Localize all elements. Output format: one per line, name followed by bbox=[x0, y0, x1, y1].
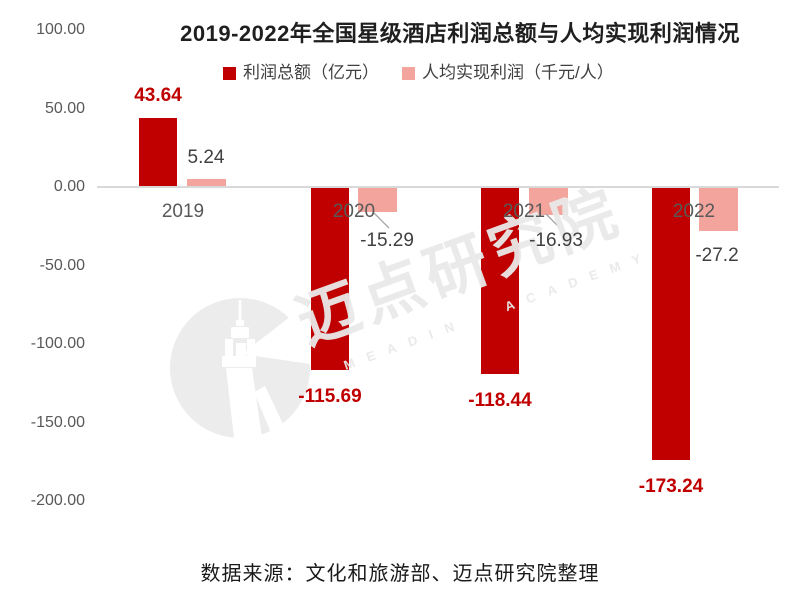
per-capita-bar-2019 bbox=[187, 179, 226, 187]
legend-item-profit-total: 利润总额（亿元） bbox=[223, 63, 379, 83]
category-label-2022: 2022 bbox=[672, 201, 716, 222]
per-capita-value-label-2020: -15.29 bbox=[360, 230, 414, 251]
per-capita-bar-2020 bbox=[358, 188, 397, 212]
data-label-leader-line bbox=[545, 213, 561, 229]
per-capita-value-label-2019: 5.24 bbox=[187, 147, 225, 168]
y-axis-tick-label: -150.00 bbox=[30, 413, 85, 431]
y-axis-tick-label: -50.00 bbox=[39, 256, 85, 274]
y-axis-tick-label: 50.00 bbox=[44, 99, 85, 117]
per-capita-bar-2021 bbox=[529, 188, 568, 215]
category-label-2021: 2021 bbox=[502, 201, 546, 222]
profit-bar-2022 bbox=[652, 188, 690, 460]
legend-swatch-per-capita-icon bbox=[402, 66, 415, 80]
legend-item-per-capita: 人均实现利润（千元/人） bbox=[402, 63, 614, 83]
per-capita-value-label-2021: -16.93 bbox=[529, 230, 583, 251]
y-axis-tick-label: -200.00 bbox=[30, 492, 85, 509]
legend-label-profit-total: 利润总额（亿元） bbox=[243, 63, 379, 82]
profit-bar-2021 bbox=[481, 188, 519, 374]
legend-swatch-profit-icon bbox=[223, 66, 236, 80]
profit-value-label-2021: -118.44 bbox=[468, 390, 532, 411]
y-axis-tick-label: 0.00 bbox=[53, 178, 85, 195]
category-label-2019: 2019 bbox=[161, 201, 205, 222]
data-label-leader-line bbox=[373, 212, 390, 229]
profit-value-label-2020: -115.69 bbox=[298, 386, 362, 407]
legend-label-per-capita: 人均实现利润（千元/人） bbox=[422, 63, 614, 82]
per-capita-bar-2022 bbox=[699, 188, 738, 231]
y-axis-tick-label: -100.00 bbox=[30, 335, 85, 352]
profit-value-label-2022: -173.24 bbox=[638, 476, 704, 497]
zero-axis-line bbox=[97, 186, 779, 188]
y-axis-tick-label: 100.00 bbox=[36, 21, 85, 38]
chart-title: 2019-2022年全国星级酒店利润总额与人均实现利润情况 bbox=[180, 21, 740, 46]
profit-bar-2019 bbox=[139, 118, 177, 187]
data-source-note: 数据来源：文化和旅游部、迈点研究院整理 bbox=[200, 563, 600, 585]
per-capita-value-label-2022: -27.2 bbox=[695, 245, 739, 266]
profit-value-label-2019: 43.64 bbox=[134, 85, 182, 106]
category-label-2020: 2020 bbox=[332, 201, 376, 222]
profit-bar-2020 bbox=[311, 188, 349, 370]
